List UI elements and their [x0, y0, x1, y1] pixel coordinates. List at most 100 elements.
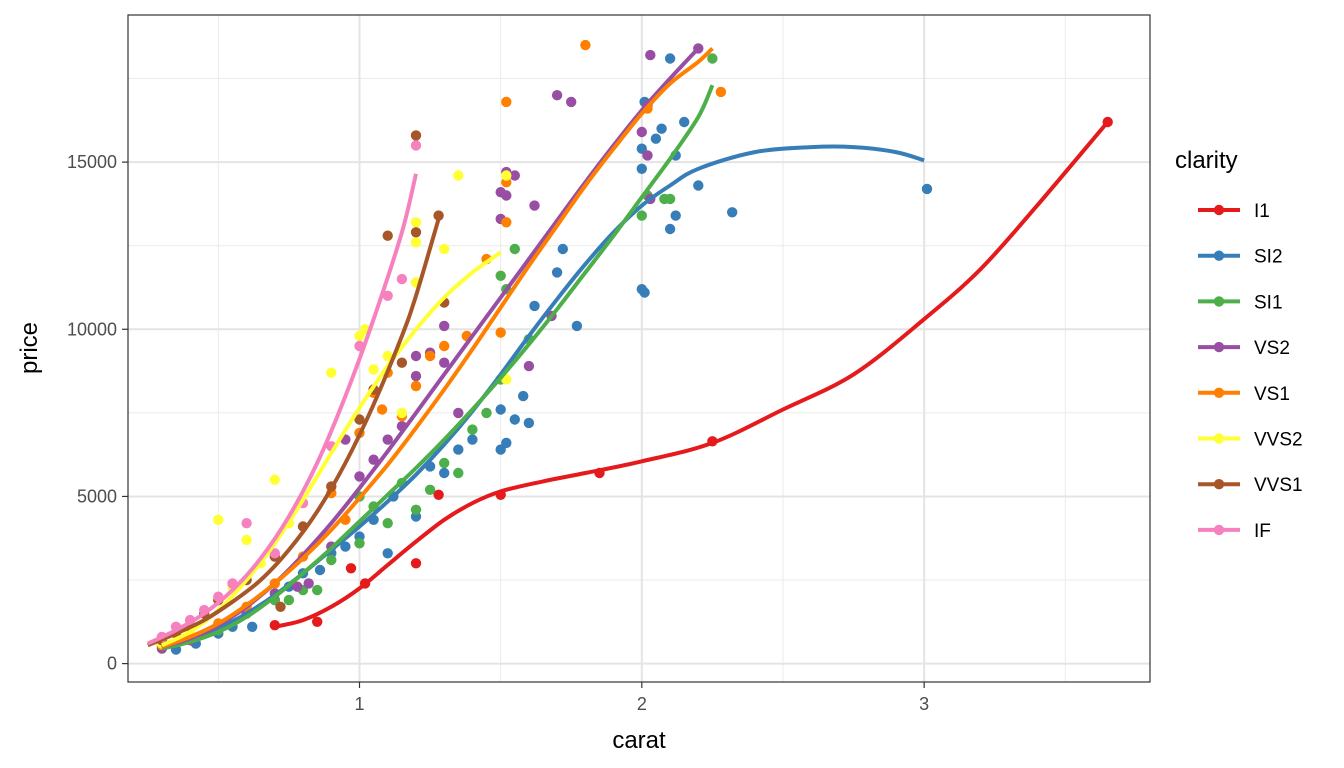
legend: I1 SI2 SI1 VS2 VS1 VVS2 VVS1 IF: [1198, 201, 1303, 542]
smooth-line-if: [146, 173, 418, 646]
y-axis-title: price: [16, 322, 43, 374]
data-point-if: [241, 518, 252, 529]
data-point-vvs1: [275, 601, 286, 612]
data-point-si2: [670, 210, 681, 221]
data-point-si1: [481, 407, 492, 419]
data-point-vs1: [439, 340, 450, 352]
data-point-si2: [495, 404, 506, 415]
data-point-vvs2: [501, 170, 512, 181]
data-point-i1: [345, 563, 357, 574]
grid-major: [128, 15, 1150, 682]
data-point-si1: [453, 467, 464, 479]
legend-item-i1: I1: [1198, 201, 1270, 222]
data-point-vs1: [376, 404, 388, 415]
legend-label: VVS1: [1254, 475, 1303, 496]
legend-label: I1: [1254, 201, 1270, 222]
data-point-si2: [664, 53, 676, 64]
data-point-si2: [382, 548, 393, 559]
legend-label: SI1: [1254, 292, 1283, 313]
data-point-vvs2: [453, 170, 464, 181]
data-point-vs2: [410, 370, 422, 382]
data-point-vs2: [551, 90, 563, 101]
legend-label: VVS2: [1254, 430, 1303, 451]
data-point-si2: [518, 390, 529, 402]
x-tick-label: 3: [919, 694, 929, 714]
legend-item-vvs1: VVS1: [1198, 475, 1303, 496]
data-point-si2: [650, 133, 662, 144]
data-point-vvs2: [439, 243, 450, 255]
data-point-vvs1: [382, 230, 393, 241]
data-point-si1: [664, 193, 676, 205]
data-point-vs1: [501, 217, 512, 228]
data-point-si2: [921, 183, 933, 195]
data-point-i1: [410, 558, 422, 569]
x-tick-label: 2: [637, 694, 647, 714]
data-point-si1: [439, 457, 450, 469]
legend-key-point: [1213, 204, 1225, 216]
smooth-line-i1: [274, 120, 1110, 629]
data-point-si2: [679, 116, 690, 128]
data-point-vvs1: [410, 227, 422, 238]
data-point-si1: [636, 210, 647, 221]
data-point-vs1: [410, 380, 422, 392]
data-point-si2: [636, 163, 647, 174]
data-point-si2: [509, 414, 520, 425]
legend-label: VS2: [1254, 338, 1290, 359]
data-point-si1: [509, 243, 520, 255]
data-point-vvs1: [433, 210, 444, 221]
data-point-vs2: [410, 350, 422, 362]
data-point-vvs2: [241, 534, 252, 546]
data-point-vs2: [303, 578, 314, 589]
data-point-vvs2: [410, 237, 422, 248]
data-point-si2: [340, 541, 351, 552]
legend-item-vvs2: VVS2: [1198, 430, 1303, 451]
y-tick-label: 0: [107, 654, 117, 674]
data-point-vvs2: [396, 407, 408, 419]
data-point-vs2: [439, 320, 450, 332]
data-point-vvs1: [410, 130, 422, 141]
data-point-si1: [495, 270, 506, 281]
data-point-vvs1: [354, 414, 365, 425]
grid-minor: [128, 15, 1150, 682]
data-point-si1: [326, 554, 337, 566]
x-axis: 1 2 3: [354, 682, 929, 714]
data-point-vs2: [292, 581, 303, 592]
data-point-if: [396, 273, 408, 285]
y-tick-label: 15000: [67, 152, 117, 172]
legend-title: clarity: [1175, 147, 1238, 174]
smooth-line-layer: [146, 46, 1110, 651]
legend-key-point: [1213, 296, 1225, 307]
data-point-si1: [424, 484, 436, 495]
smooth-line-vvs1: [147, 218, 441, 648]
data-point-si2: [727, 207, 738, 218]
data-point-vvs2: [326, 367, 337, 378]
y-tick-label: 10000: [67, 319, 117, 339]
data-point-vs1: [501, 96, 512, 108]
data-point-vs2: [509, 170, 520, 181]
data-point-si1: [707, 53, 718, 64]
legend-item-if: IF: [1198, 521, 1271, 542]
data-point-vs2: [566, 96, 577, 108]
data-point-vs2: [529, 200, 540, 211]
data-point-si1: [312, 584, 323, 596]
legend-key-point: [1213, 387, 1225, 398]
data-point-vs1: [580, 39, 591, 51]
data-point-vs1: [495, 327, 506, 338]
data-point-si2: [247, 621, 258, 632]
data-point-vvs1: [396, 357, 408, 368]
data-point-si2: [571, 320, 583, 332]
data-point-vs2: [642, 150, 653, 161]
smooth-line-vs1: [161, 46, 714, 649]
data-point-vs1: [715, 86, 727, 98]
data-point-vvs2: [410, 217, 422, 228]
data-point-if: [410, 140, 422, 151]
data-point-vs2: [501, 190, 512, 201]
data-point-si2: [551, 267, 563, 278]
legend-item-vs1: VS1: [1198, 384, 1290, 405]
data-point-vvs2: [213, 514, 224, 525]
data-point-i1: [312, 616, 323, 627]
data-point-si1: [382, 518, 393, 529]
data-point-si2: [501, 437, 512, 449]
legend-label: IF: [1254, 521, 1271, 542]
x-axis-title: carat: [612, 727, 666, 754]
